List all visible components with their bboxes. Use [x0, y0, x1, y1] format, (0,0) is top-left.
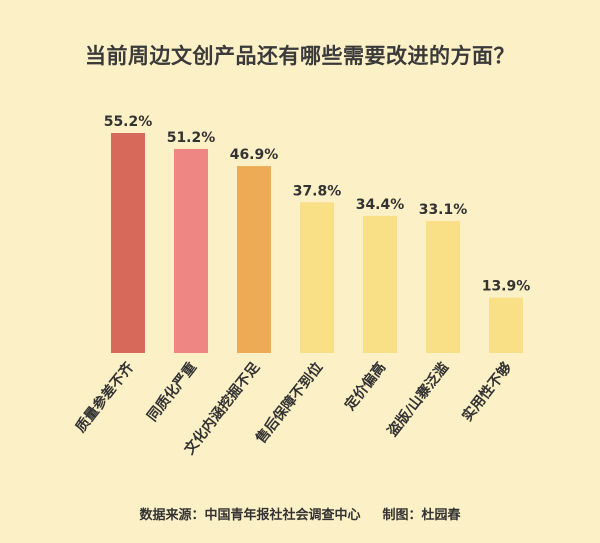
value-label-3: 46.9%	[230, 147, 279, 163]
bar-7	[489, 297, 523, 353]
credit-text: 制图：杜园春	[382, 508, 461, 523]
bar-6	[426, 221, 460, 353]
source-text: 数据来源：中国青年报社社会调查中心	[139, 508, 361, 523]
value-label-1: 55.2%	[104, 114, 153, 130]
value-label-2: 51.2%	[167, 130, 216, 146]
bar-2	[174, 148, 208, 353]
bar-5	[363, 215, 397, 353]
category-label-6: 盗版/山寨泛滥	[384, 359, 452, 440]
value-label-6: 33.1%	[419, 202, 468, 218]
bar-3	[237, 166, 271, 353]
value-label-5: 34.4%	[356, 197, 405, 213]
category-label-2: 同质化严重	[144, 359, 200, 425]
bar-chart: 55.2%质量参差不齐51.2%同质化严重46.9%文化内涵挖掘不足37.8%售…	[72, 114, 531, 458]
bar-1	[111, 133, 145, 353]
category-label-7: 实用性不够	[459, 359, 515, 425]
value-label-4: 37.8%	[293, 183, 342, 199]
category-label-1: 质量参差不齐	[72, 358, 138, 435]
category-label-4: 售后保障不到位	[252, 359, 326, 447]
category-label-5: 定价偏高	[341, 359, 389, 414]
value-label-7: 13.9%	[482, 279, 531, 295]
bar-4	[300, 202, 334, 353]
footer: 数据来源：中国青年报社社会调查中心 制图：杜园春	[0, 504, 600, 523]
chart-title: 当前周边文创产品还有哪些需要改进的方面？	[85, 44, 515, 68]
